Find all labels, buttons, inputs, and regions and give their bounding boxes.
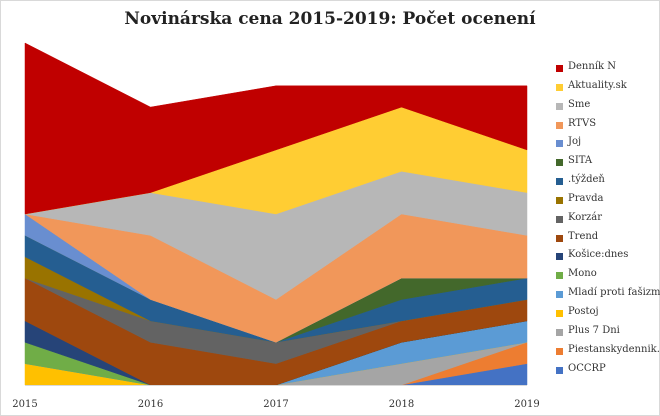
legend-label: Mono <box>568 268 597 280</box>
legend-label: Joj <box>568 136 582 148</box>
legend-swatch <box>556 178 563 186</box>
legend-swatch <box>556 102 563 110</box>
legend-item: Plus 7 Dni <box>556 323 660 342</box>
legend-label: .týždeň <box>568 174 605 186</box>
chart-legend: Denník N Aktuality.sk Sme RTVS Joj SITA .týžde… <box>556 59 660 379</box>
legend-item: Mono <box>556 266 660 285</box>
legend-item: OCCRP <box>556 361 660 380</box>
legend-item: Sme <box>556 97 660 116</box>
x-tick-label: 2016 <box>138 399 163 410</box>
x-tick-label: 2018 <box>389 399 414 410</box>
x-tick-label: 2015 <box>12 399 37 410</box>
legend-item: Denník N <box>556 59 660 78</box>
legend-swatch <box>556 196 563 204</box>
legend-swatch <box>556 253 563 261</box>
legend-swatch <box>556 272 563 280</box>
legend-label: Mladí proti fašizmu <box>568 287 660 299</box>
legend-label: SITA <box>568 155 593 167</box>
legend-swatch <box>556 121 563 129</box>
legend-label: Korzár <box>568 211 603 223</box>
legend-label: Denník N <box>568 61 617 72</box>
legend-label: Sme <box>568 98 591 110</box>
legend-swatch <box>556 140 563 148</box>
legend-item: Aktuality.sk <box>556 78 660 97</box>
legend-label: Postoj <box>568 305 599 317</box>
legend-item: Mladí proti fašizmu <box>556 285 660 304</box>
legend-item: .týždeň <box>556 172 660 191</box>
legend-swatch <box>556 366 563 374</box>
legend-item: Piestanskydennik.sk <box>556 342 660 361</box>
legend-swatch <box>556 234 563 242</box>
legend-swatch <box>556 65 563 72</box>
x-tick-label: 2017 <box>263 399 288 410</box>
legend-label: Plus 7 Dni <box>568 324 620 336</box>
legend-label: RTVS <box>568 117 597 129</box>
legend-item: SITA <box>556 153 660 172</box>
legend-item: Košice:dnes <box>556 247 660 266</box>
legend-swatch <box>556 83 563 91</box>
area-series-16 <box>24 42 528 215</box>
legend-item: Postoj <box>556 304 660 323</box>
legend-swatch <box>556 291 563 299</box>
legend-item: Joj <box>556 134 660 153</box>
legend-item: RTVS <box>556 116 660 135</box>
legend-label: Pravda <box>568 192 604 204</box>
legend-label: OCCRP <box>568 362 606 374</box>
legend-swatch <box>556 347 563 355</box>
legend-item: Pravda <box>556 191 660 210</box>
chart-title: Novinárska cena 2015-2019: Počet ocenení <box>124 9 536 29</box>
legend-item: Korzár <box>556 210 660 229</box>
legend-swatch <box>556 159 563 167</box>
legend-label: Piestanskydennik.sk <box>568 343 660 355</box>
legend-swatch <box>556 309 563 317</box>
legend-swatch <box>556 215 563 223</box>
legend-label: Košice:dnes <box>568 249 629 261</box>
legend-label: Aktuality.sk <box>568 79 627 91</box>
legend-label: Trend <box>568 230 599 242</box>
x-tick-label: 2019 <box>514 399 539 410</box>
legend-item: Trend <box>556 229 660 248</box>
legend-swatch <box>556 328 563 336</box>
